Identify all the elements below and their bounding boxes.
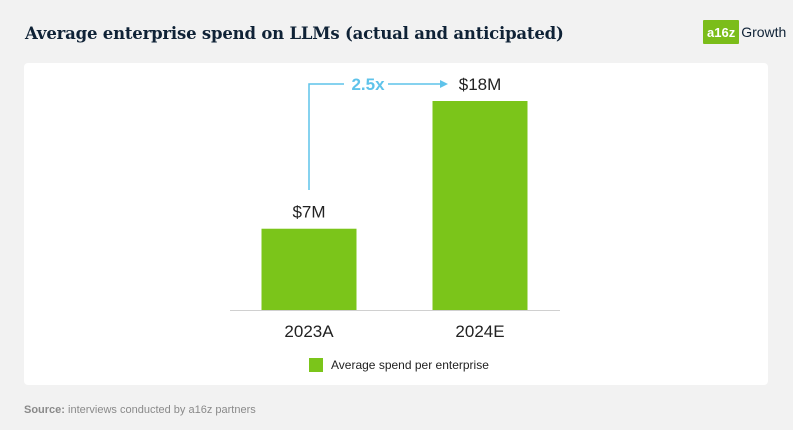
logo-text: Growth	[741, 24, 787, 40]
x-tick-2024E: 2024E	[455, 322, 504, 341]
x-tick-2023A: 2023A	[284, 322, 334, 341]
growth-arrow-line	[308, 83, 344, 190]
growth-arrowhead	[440, 80, 448, 88]
legend: Average spend per enterprise	[309, 358, 489, 372]
source-note: Source: interviews conducted by a16z par…	[24, 404, 256, 416]
data-label-2024E: $18M	[459, 75, 502, 94]
source-text: interviews conducted by a16z partners	[68, 404, 256, 416]
chart-card	[24, 63, 768, 385]
growth-multiplier-label: 2.5x	[351, 75, 385, 94]
legend-swatch	[309, 358, 323, 372]
data-label-2023A: $7M	[292, 203, 325, 222]
bar-2024E	[432, 101, 528, 310]
a16z-growth-logo: a16z Growth	[703, 19, 786, 45]
bar-2023A	[261, 228, 357, 310]
growth-annotation: 2.5x	[308, 75, 448, 190]
source-prefix: Source:	[24, 404, 65, 416]
chart-title: Average enterprise spend on LLMs (actual…	[25, 24, 564, 43]
logo-mark: a16z	[703, 20, 740, 44]
legend-label: Average spend per enterprise	[331, 358, 489, 372]
